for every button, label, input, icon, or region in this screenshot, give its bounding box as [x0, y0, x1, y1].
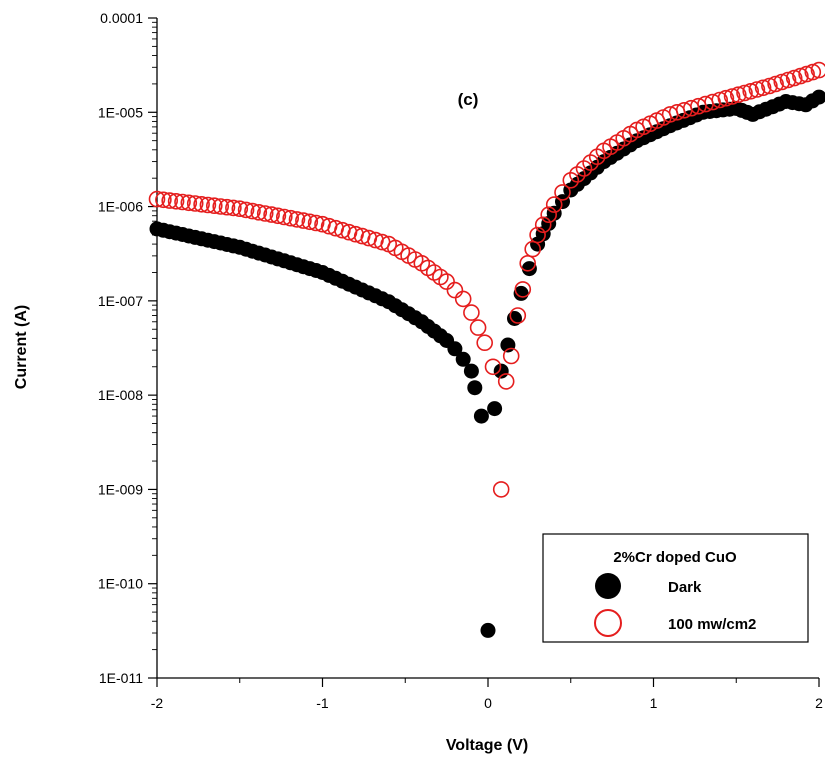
y-tick-label: 1E-005 [98, 104, 143, 120]
data-point [487, 401, 502, 416]
legend-label-dark: Dark [668, 579, 702, 596]
y-tick-label: 1E-007 [98, 293, 143, 309]
y-tick-label: 0.0001 [100, 10, 143, 26]
data-point [500, 338, 515, 353]
y-axis-title: Current (A) [13, 305, 30, 389]
series-illuminated [150, 63, 825, 497]
x-tick-label: 0 [484, 695, 492, 711]
data-point [477, 335, 492, 350]
legend-title: 2%Cr doped CuO [613, 549, 737, 566]
x-tick-label: 1 [650, 695, 658, 711]
data-point [464, 305, 479, 320]
y-tick-label: 1E-008 [98, 387, 143, 403]
data-point [507, 311, 522, 326]
data-point [464, 364, 479, 379]
y-tick-label: 1E-009 [98, 481, 143, 497]
x-tick-label: -2 [151, 695, 164, 711]
data-point [471, 320, 486, 335]
y-tick-label: 1E-011 [99, 670, 143, 686]
data-point [494, 482, 509, 497]
legend: 2%Cr doped CuO Dark 100 mw/cm2 [543, 534, 808, 642]
x-tick-label: -1 [316, 695, 329, 711]
legend-marker-dark [595, 573, 621, 599]
data-point [467, 380, 482, 395]
data-point [474, 409, 489, 424]
panel-label: (c) [458, 90, 479, 109]
x-axis-ticks: -2 -1 0 1 2 [151, 678, 823, 711]
data-point [481, 623, 496, 638]
legend-label-illuminated: 100 mw/cm2 [668, 616, 756, 633]
data-point [456, 291, 471, 306]
data-point [447, 283, 462, 298]
y-tick-label: 1E-006 [98, 199, 143, 215]
x-tick-label: 2 [815, 695, 823, 711]
x-axis-title: Voltage (V) [446, 737, 528, 754]
y-axis-ticks: 1E-011 1E-010 1E-009 1E-008 1E-007 1E-006 1E-0… [98, 10, 157, 686]
y-tick-label: 1E-010 [98, 576, 143, 592]
